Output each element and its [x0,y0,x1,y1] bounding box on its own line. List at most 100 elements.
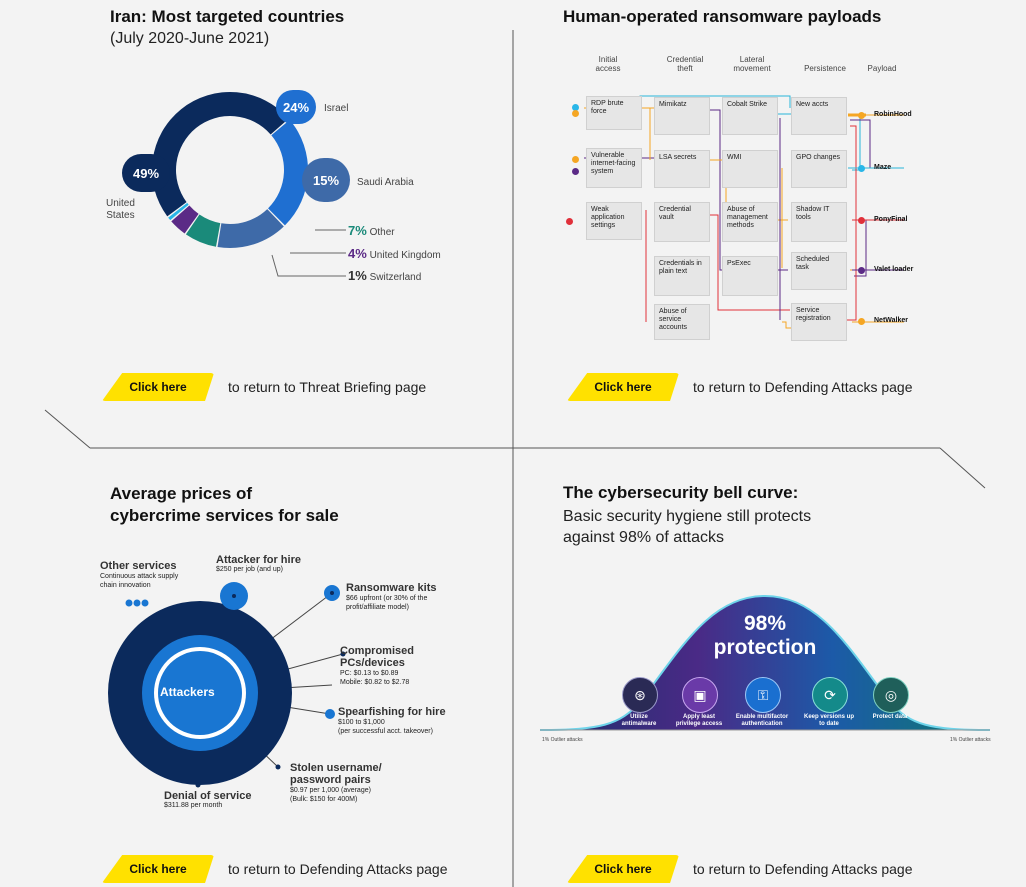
small-slice-leaders [271,229,346,277]
pcs-desc2: Mobile: $0.82 to $2.78 [340,679,410,686]
iran-subtitle: (July 2020-June 2021) [110,30,270,47]
bell-item-multifactor: Enable multifactor authentication [735,714,789,727]
node-cobalt-strike: Cobalt Strike [722,97,778,135]
bell-item-least-privilege: Apply least privilege access [675,714,723,727]
cta-threat-briefing: Click here to return to Threat Briefing … [102,373,426,401]
payload-dot-4 [858,267,865,274]
node-wmi: WMI [722,150,778,188]
click-here-button[interactable]: Click here [102,855,214,883]
attacker-hire-desc: $250 per job (and up) [216,566,283,573]
denial-of-service: Denial of service $311.88 per month [164,790,251,809]
iran-donut [151,91,308,248]
switzerland-row: 1% Switzerland [348,268,421,283]
switzerland-pct: 1% [348,268,367,283]
antimalware-icon: ⊛ [622,677,658,713]
col-credential-theft: Credential theft [660,55,710,73]
other-services-name: Other services [100,560,177,572]
dot-cyan [572,104,579,111]
spear-desc2: (per successful acct. takeover) [338,728,433,735]
payload-robinhood: RobinHood [874,111,912,118]
stolen-credentials: Stolen username/ password pairs $0.97 pe… [290,762,382,804]
node-psexec: PsExec [722,256,778,296]
col-lateral-movement: Lateral movement [724,55,780,73]
cta-text: to return to Defending Attacks page [228,861,448,877]
outlier-right: 1% Outlier attacks [950,737,991,743]
col-lat-l1: Lateral [739,55,765,64]
cta-defending-1: Click here to return to Defending Attack… [567,373,912,401]
dos-name: Denial of service [164,790,252,802]
spear-desc1: $100 to $1,000 [338,719,385,726]
donut-slice-other [185,214,221,247]
uk-pct: 4% [348,246,367,261]
bell-sub-l2: against 98% of attacks [563,529,724,546]
node-rdp-brute-force: RDP brute force [586,96,642,130]
stolen-name1: Stolen username/ [290,762,382,774]
node-abuse-management: Abuse of management methods [722,202,778,242]
attackers-diagram [108,582,346,788]
outlier-left: 1% Outlier attacks [542,737,583,743]
prices-title: Average prices of cybercrime services fo… [110,483,339,527]
click-here-button[interactable]: Click here [567,855,679,883]
protection-pct: 98% [743,612,787,635]
node-vulnerable-system: Vulnerable internet-facing system [586,148,642,188]
bell-item-protect-data: Protect data [872,714,908,720]
donut-slice-israel [268,119,308,226]
bell-item-antimalware: Utilize antimalware [621,714,657,727]
prices-title-l1: Average prices of [110,484,253,503]
node-new-accts: New accts [791,97,847,135]
spear-name: Spearfishing for hire [338,706,446,718]
node-mimikatz: Mimikatz [654,97,710,135]
attacker-hire-name: Attacker for hire [216,554,301,566]
node-lsa-secrets: LSA secrets [654,150,710,188]
pcs-desc1: PC: $0.13 to $0.89 [340,670,399,677]
spearfishing: Spearfishing for hire $100 to $1,000 (pe… [338,706,446,736]
node-gpo-changes: GPO changes [791,150,847,188]
click-here-button[interactable]: Click here [102,373,214,401]
payload-dot-2 [858,165,865,172]
least-privilege-icon: ▣ [682,677,718,713]
col-initial-access: Initial access [590,55,626,73]
cta-text: to return to Defending Attacks page [693,379,913,395]
node-credential-vault: Credential vault [654,202,710,242]
bell-item-versions: Keep versions up to date [803,714,854,727]
dos-desc: $311.88 per month [164,802,223,809]
col-cred-l2: theft [677,64,693,73]
payload-dot-1 [858,112,865,119]
dot-orange-2 [572,156,579,163]
col-persistence: Persistence [804,64,846,73]
bell-sub-l1: Basic security hygiene still protects [563,508,812,525]
node-service-registration: Service registration [791,303,847,341]
donut-slice-switzerland [168,202,189,221]
click-here-button[interactable]: Click here [567,373,679,401]
donut-slice-united-states [151,91,289,217]
cta-defending-2: Click here to return to Defending Attack… [102,855,447,883]
compromised-pcs: Compromised PCs/devices PC: $0.13 to $0.… [340,645,414,687]
other-label: Other [369,227,395,238]
payload-dot-3 [858,217,865,224]
pcs-name1: Compromised [340,645,414,657]
col-initial-l1: Initial [598,55,618,64]
us-pct-badge: 49% [122,154,170,192]
node-scheduled-task: Scheduled task [791,252,847,290]
saudi-label: Saudi Arabia [357,177,414,188]
donut-slice-united-kingdom [171,205,199,234]
node-abuse-service-accounts: Abuse of service accounts [654,304,710,340]
us-label-line1: United [106,198,135,209]
col-initial-l2: access [595,64,621,73]
kits-desc1: $66 upfront (or 30% of the [346,595,428,602]
uk-row: 4% United Kingdom [348,246,441,261]
node-weak-settings: Weak application settings [586,202,642,240]
stolen-desc2: (Bulk: $150 for 400M) [290,796,358,803]
col-payload: Payload [867,64,897,73]
cta-defending-3: Click here to return to Defending Attack… [567,855,912,883]
col-cred-l1: Credential [666,55,704,64]
cta-text: to return to Defending Attacks page [693,861,913,877]
attacker-for-hire: Attacker for hire $250 per job (and up) [216,554,301,573]
iran-title: Iran: Most targeted countries [110,7,345,26]
dot-orange [572,110,579,117]
cta-text: to return to Threat Briefing page [228,379,427,395]
other-pct: 7% [348,223,367,238]
other-row: 7% Other [348,223,395,238]
dot-red [566,218,573,225]
switzerland-label: Switzerland [369,272,422,283]
